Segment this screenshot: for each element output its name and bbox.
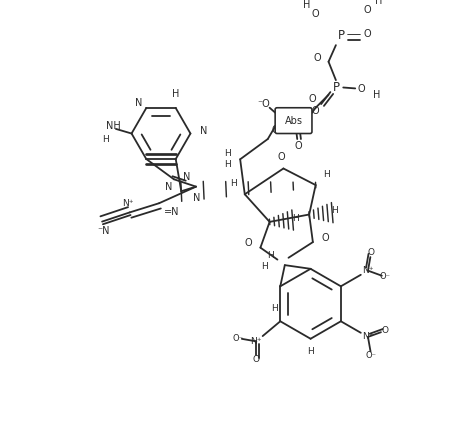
Text: ⁻N: ⁻N — [98, 226, 110, 236]
Text: N: N — [183, 172, 190, 182]
Text: O: O — [363, 29, 371, 39]
Text: N⁺: N⁺ — [251, 337, 262, 346]
Text: O: O — [312, 106, 319, 116]
Text: =N: =N — [164, 207, 179, 217]
Text: N: N — [135, 99, 142, 108]
Text: ⁻O: ⁻O — [258, 99, 271, 109]
Text: H: H — [224, 149, 230, 158]
Text: O: O — [272, 125, 279, 135]
Text: O⁻: O⁻ — [233, 334, 244, 343]
Text: N⁺: N⁺ — [122, 199, 134, 208]
Text: H: H — [102, 136, 109, 145]
Text: H: H — [267, 252, 273, 260]
Text: H: H — [331, 206, 338, 215]
Text: H: H — [172, 89, 179, 99]
Text: O: O — [363, 5, 371, 15]
Text: O⁻: O⁻ — [380, 273, 391, 281]
Text: H: H — [272, 304, 278, 313]
Text: O: O — [253, 355, 260, 364]
Text: N: N — [193, 193, 201, 202]
Text: N: N — [200, 126, 207, 136]
Text: H: H — [323, 169, 330, 178]
Text: O: O — [308, 94, 316, 103]
Text: O: O — [358, 84, 366, 95]
Text: O: O — [368, 248, 375, 257]
Text: H: H — [224, 160, 230, 169]
Text: O: O — [312, 9, 319, 19]
Text: Abs: Abs — [284, 116, 302, 126]
Text: H: H — [230, 179, 237, 188]
Text: H: H — [374, 0, 382, 6]
FancyBboxPatch shape — [275, 108, 312, 133]
Text: H: H — [292, 214, 299, 223]
Text: P: P — [338, 29, 345, 42]
Text: O: O — [321, 232, 329, 243]
Text: O: O — [382, 326, 389, 335]
Text: H: H — [372, 90, 380, 100]
Text: N⁺: N⁺ — [362, 332, 374, 342]
Text: P: P — [332, 81, 339, 94]
Text: N: N — [165, 182, 172, 192]
Text: H: H — [307, 347, 314, 356]
Text: O⁻: O⁻ — [366, 351, 377, 359]
Text: H: H — [261, 263, 268, 272]
Text: O: O — [278, 152, 285, 161]
Text: NH: NH — [106, 121, 120, 131]
Text: H: H — [303, 0, 310, 10]
Text: N⁺: N⁺ — [362, 266, 374, 275]
Text: O: O — [245, 238, 252, 248]
Text: O: O — [294, 141, 302, 151]
Text: O: O — [313, 53, 321, 63]
